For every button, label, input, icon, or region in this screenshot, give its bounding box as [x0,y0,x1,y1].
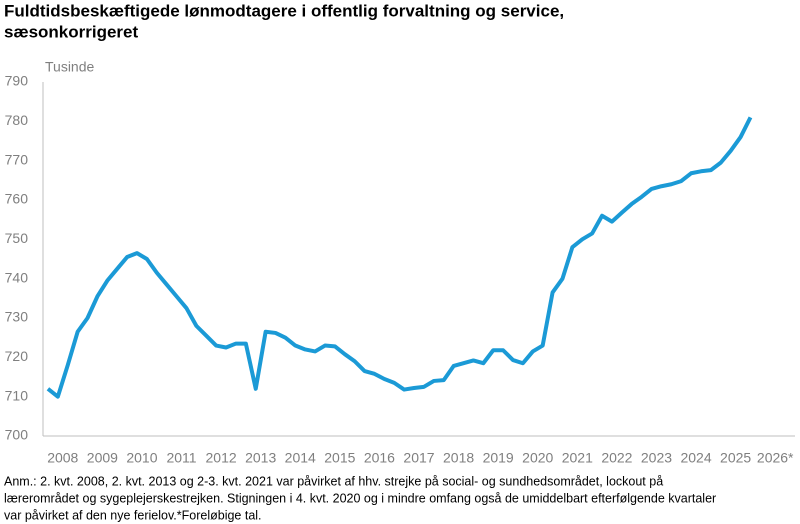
y-tick-label: 740 [5,269,29,285]
chart-title: sæsonkorrigeret [4,22,138,41]
y-tick-label: 790 [5,73,29,89]
y-tick-label: 720 [5,348,29,364]
x-tick-label: 2016 [364,450,395,466]
x-tick-label: 2018 [443,450,474,466]
y-tick-label: 710 [5,387,29,403]
x-tick-label: 2013 [245,450,276,466]
footnote: var påvirket af den nye ferielov.*Forelø… [4,508,262,522]
x-tick-label: 2021 [562,450,593,466]
x-tick-label: 2009 [87,450,118,466]
x-tick-label: 2017 [403,450,434,466]
y-tick-label: 770 [5,151,29,167]
y-axis-label: Tusinde [45,59,95,75]
y-tick-label: 750 [5,230,29,246]
y-tick-label: 730 [5,309,29,325]
data-line [46,116,753,399]
footnote: lærerområdet og sygeplejerskestrejken. S… [4,491,716,505]
x-tick-label: 2023 [641,450,672,466]
chart-title: Fuldtidsbeskæftigede lønmodtagere i offe… [4,1,564,20]
x-tick-label: 2026* [757,450,794,466]
y-tick-label: 700 [5,427,29,443]
x-tick-label: 2015 [324,450,355,466]
x-tick-label: 2019 [483,450,514,466]
y-tick-label: 760 [5,191,29,207]
x-tick-label: 2025 [720,450,751,466]
x-tick-label: 2014 [285,450,316,466]
x-tick-label: 2012 [206,450,237,466]
x-tick-label: 2010 [126,450,157,466]
x-tick-label: 2008 [47,450,78,466]
y-tick-label: 780 [5,112,29,128]
footnote: Anm.: 2. kvt. 2008, 2. kvt. 2013 og 2-3.… [4,474,663,488]
x-tick-label: 2024 [680,450,711,466]
x-tick-label: 2011 [166,450,196,466]
x-tick-label: 2022 [601,450,632,466]
x-tick-label: 2020 [522,450,553,466]
